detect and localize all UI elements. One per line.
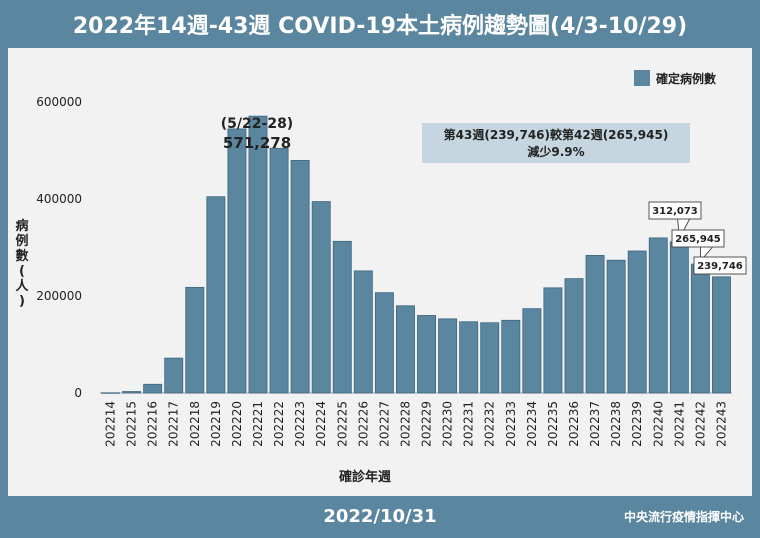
bar [606, 259, 626, 394]
x-tick-label: 202218 [188, 401, 202, 447]
callout-label: 239,746 [697, 261, 743, 272]
note-line-1: 第43週(239,746)較第42週(265,945) [444, 127, 669, 142]
x-tick-label: 202229 [420, 401, 434, 447]
y-axis-title: 病例數(人) [15, 218, 29, 309]
legend-swatch [634, 70, 650, 86]
bar [311, 201, 331, 394]
y-axis: 0 200000 400000 600000 [36, 95, 732, 400]
bar [417, 315, 436, 394]
bar [480, 322, 500, 394]
callout-box [671, 229, 725, 248]
x-tick-label: 202238 [609, 401, 623, 447]
x-tick-label: 202233 [504, 401, 518, 447]
organization-name: 中央流行疫情指揮中心 [623, 510, 744, 524]
x-tick-label: 202234 [525, 401, 539, 447]
chart-panel: 0 200000 400000 600000 202214 202215 202216 20… [8, 48, 752, 496]
legend-label: 確定病例數 [656, 71, 716, 86]
bar [227, 128, 247, 394]
bar [438, 318, 458, 394]
x-tick-label: 202216 [146, 401, 160, 447]
bar [459, 321, 479, 394]
y-tick-label: 0 [74, 386, 82, 400]
x-tick-label: 202242 [693, 401, 707, 447]
value-callouts: 312,073 265,945 239,746 [648, 201, 747, 275]
y-tick-label: 600000 [36, 95, 82, 109]
bar [648, 237, 668, 394]
bar [543, 287, 563, 394]
footer: 2022/10/31 中央流行疫情指揮中心 [0, 496, 760, 538]
x-tick-label: 202221 [251, 401, 265, 447]
x-tick-label: 202230 [441, 401, 455, 447]
x-tick-label: 202228 [398, 401, 412, 447]
bar [269, 147, 289, 394]
legend: 確定病例數 [634, 70, 716, 86]
bar [290, 159, 310, 394]
callout-box [693, 256, 747, 275]
header: 2022年14週-43週 COVID-19本土病例趨勢圖(4/3-10/29) [0, 0, 760, 48]
x-tick-label: 202243 [714, 401, 728, 447]
bar [585, 254, 605, 394]
x-tick-label: 202240 [651, 401, 665, 447]
peak-annotation: (5/22-28) 571,278 [221, 116, 293, 152]
bar [669, 241, 689, 394]
x-tick-label: 202219 [209, 401, 223, 447]
bar [143, 383, 163, 394]
bar [690, 263, 710, 394]
x-tick-label: 202224 [314, 401, 328, 447]
bar [564, 278, 584, 394]
x-tick-label: 202215 [125, 401, 139, 447]
chart-title: 2022年14週-43週 COVID-19本土病例趨勢圖(4/3-10/29) [72, 14, 688, 39]
callout-label: 312,073 [652, 206, 698, 217]
bar [248, 115, 268, 394]
bar [712, 276, 731, 394]
peak-date: (5/22-28) [221, 116, 293, 132]
x-tick-label: 202226 [356, 401, 370, 447]
x-tick-label: 202235 [546, 401, 560, 447]
peak-value: 571,278 [223, 134, 291, 152]
note-box: 第43週(239,746)較第42週(265,945) 減少9.9% [422, 123, 690, 163]
bar [332, 240, 352, 394]
x-tick-label: 202232 [483, 401, 497, 447]
callout-label: 265,945 [675, 234, 721, 245]
x-tick-label: 202214 [104, 401, 118, 447]
y-tick-label: 200000 [36, 289, 82, 303]
bar [522, 308, 542, 394]
x-tick-label: 202239 [630, 401, 644, 447]
x-tick-label: 202227 [377, 401, 391, 447]
x-tick-label: 202223 [293, 401, 307, 447]
x-tick-label: 202222 [272, 401, 286, 447]
x-tick-label: 202217 [167, 401, 181, 447]
x-axis-label: 確診年週 [339, 469, 391, 485]
bar [122, 391, 142, 394]
bar [353, 270, 373, 394]
bar [396, 305, 415, 394]
x-tick-label: 202241 [672, 401, 686, 447]
x-tick-label: 202236 [567, 401, 581, 447]
x-axis: 202214 202215 202216 202217 202218 202219 2022… [104, 401, 729, 447]
bar [206, 196, 226, 394]
x-tick-label: 202225 [335, 401, 349, 447]
x-tick-label: 202231 [462, 401, 476, 447]
bar [374, 292, 394, 394]
x-tick-label: 202237 [588, 401, 602, 447]
note-background [422, 123, 690, 163]
bar [501, 319, 521, 394]
bar [627, 250, 647, 394]
y-tick-label: 400000 [36, 192, 82, 206]
y-axis-label: 病例數(人) [15, 218, 29, 309]
callout-box [648, 201, 702, 220]
x-tick-label: 202220 [230, 401, 244, 447]
note-line-2: 減少9.9% [527, 144, 584, 159]
bar [164, 357, 184, 394]
report-date: 2022/10/31 [323, 506, 437, 527]
bars-group [101, 115, 731, 394]
bar [101, 392, 120, 394]
bar [185, 286, 205, 394]
